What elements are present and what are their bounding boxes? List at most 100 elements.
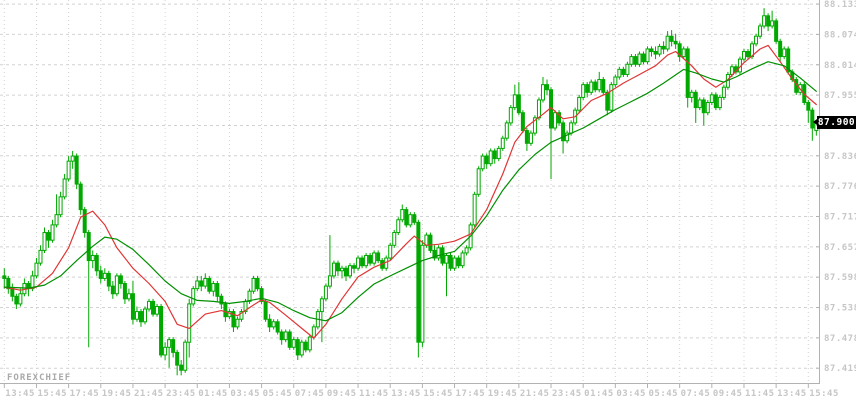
candle bbox=[251, 275, 256, 294]
candle bbox=[2, 268, 7, 289]
candle bbox=[762, 8, 767, 29]
time-axis-label: 21:45 bbox=[134, 389, 164, 399]
candle bbox=[134, 306, 139, 322]
candle bbox=[239, 309, 244, 322]
candle bbox=[271, 319, 276, 330]
candle bbox=[677, 41, 682, 62]
candle bbox=[263, 298, 268, 322]
ma-fast-line bbox=[3, 44, 817, 339]
time-axis-label: 15:45 bbox=[423, 389, 453, 399]
time-axis-label: 13:45 bbox=[777, 389, 807, 399]
candle bbox=[440, 245, 445, 266]
candle bbox=[778, 38, 783, 62]
price-axis-label: 87.657 bbox=[824, 243, 856, 253]
candle bbox=[203, 273, 208, 289]
price-scale[interactable]: 88.133 88.074 88.014 87.955 87.836 87.776 87.7… bbox=[816, 0, 856, 374]
candle bbox=[110, 280, 115, 299]
candle bbox=[14, 293, 19, 310]
price-axis-label: 87.836 bbox=[824, 152, 856, 162]
candle bbox=[62, 173, 67, 200]
candle bbox=[532, 115, 537, 136]
candle bbox=[54, 194, 59, 228]
candle bbox=[758, 23, 763, 39]
candle bbox=[126, 288, 131, 302]
candle bbox=[179, 360, 184, 376]
candle bbox=[215, 280, 220, 302]
candle bbox=[279, 329, 284, 345]
candle bbox=[685, 46, 690, 108]
candle bbox=[138, 309, 143, 327]
candle bbox=[520, 110, 525, 134]
candle bbox=[392, 229, 397, 248]
candle bbox=[199, 275, 204, 292]
candle bbox=[524, 128, 529, 151]
candle bbox=[122, 280, 127, 304]
candle bbox=[408, 212, 413, 228]
candle bbox=[649, 46, 654, 57]
candle bbox=[657, 43, 662, 57]
candle bbox=[488, 148, 493, 167]
candle bbox=[171, 337, 176, 358]
price-axis-label: 87.717 bbox=[824, 212, 856, 222]
candle bbox=[275, 319, 280, 335]
candle bbox=[46, 229, 51, 248]
candle bbox=[58, 191, 63, 218]
price-axis-label: 88.074 bbox=[824, 30, 856, 40]
candle bbox=[163, 342, 168, 361]
candle bbox=[717, 94, 722, 111]
candle bbox=[633, 54, 638, 67]
candle bbox=[191, 286, 196, 307]
time-axis-label: 03:45 bbox=[230, 389, 260, 399]
candle bbox=[102, 268, 107, 281]
candle bbox=[492, 148, 497, 164]
candle bbox=[344, 265, 348, 281]
candle bbox=[512, 84, 517, 111]
candle bbox=[766, 13, 771, 32]
candle bbox=[291, 337, 296, 350]
candle bbox=[645, 46, 650, 65]
candle bbox=[693, 89, 698, 123]
time-axis-label: 21:45 bbox=[520, 389, 550, 399]
time-axis-label: 03:45 bbox=[616, 389, 646, 399]
price-axis-label: 87.419 bbox=[824, 364, 856, 374]
candle bbox=[713, 92, 718, 111]
candle bbox=[167, 337, 172, 368]
candle bbox=[553, 110, 558, 131]
candle bbox=[557, 110, 562, 126]
candle bbox=[356, 255, 361, 271]
candle bbox=[597, 71, 602, 93]
candle bbox=[496, 145, 501, 162]
candle bbox=[10, 283, 15, 302]
time-axis-label: 05:45 bbox=[649, 389, 679, 399]
candle bbox=[697, 97, 702, 111]
candle bbox=[577, 94, 582, 113]
current-price-badge: 87.900 bbox=[813, 116, 856, 129]
candle bbox=[456, 255, 461, 269]
price-axis-label: 87.776 bbox=[824, 182, 856, 192]
candle bbox=[625, 61, 630, 78]
candle bbox=[86, 229, 91, 348]
candle bbox=[404, 207, 409, 228]
candle bbox=[255, 275, 260, 292]
time-axis-label: 17:45 bbox=[456, 389, 486, 399]
candle bbox=[118, 273, 123, 289]
candle bbox=[585, 82, 590, 98]
candle bbox=[617, 66, 622, 80]
candle bbox=[400, 204, 405, 223]
candle bbox=[299, 339, 304, 358]
candle bbox=[147, 298, 152, 312]
time-axis-label: 13:45 bbox=[5, 389, 35, 399]
candle bbox=[90, 250, 95, 269]
candle bbox=[420, 240, 425, 348]
candle bbox=[323, 283, 328, 302]
candle bbox=[540, 77, 545, 103]
candle bbox=[247, 288, 252, 304]
time-scale[interactable]: 13:45 15:45 17:45 19:45 21:45 23:45 01:45 03:45… bbox=[3, 384, 839, 399]
candle bbox=[528, 130, 533, 146]
candle bbox=[283, 329, 288, 343]
candle bbox=[303, 339, 308, 353]
candle bbox=[701, 97, 706, 126]
candle bbox=[464, 245, 469, 256]
